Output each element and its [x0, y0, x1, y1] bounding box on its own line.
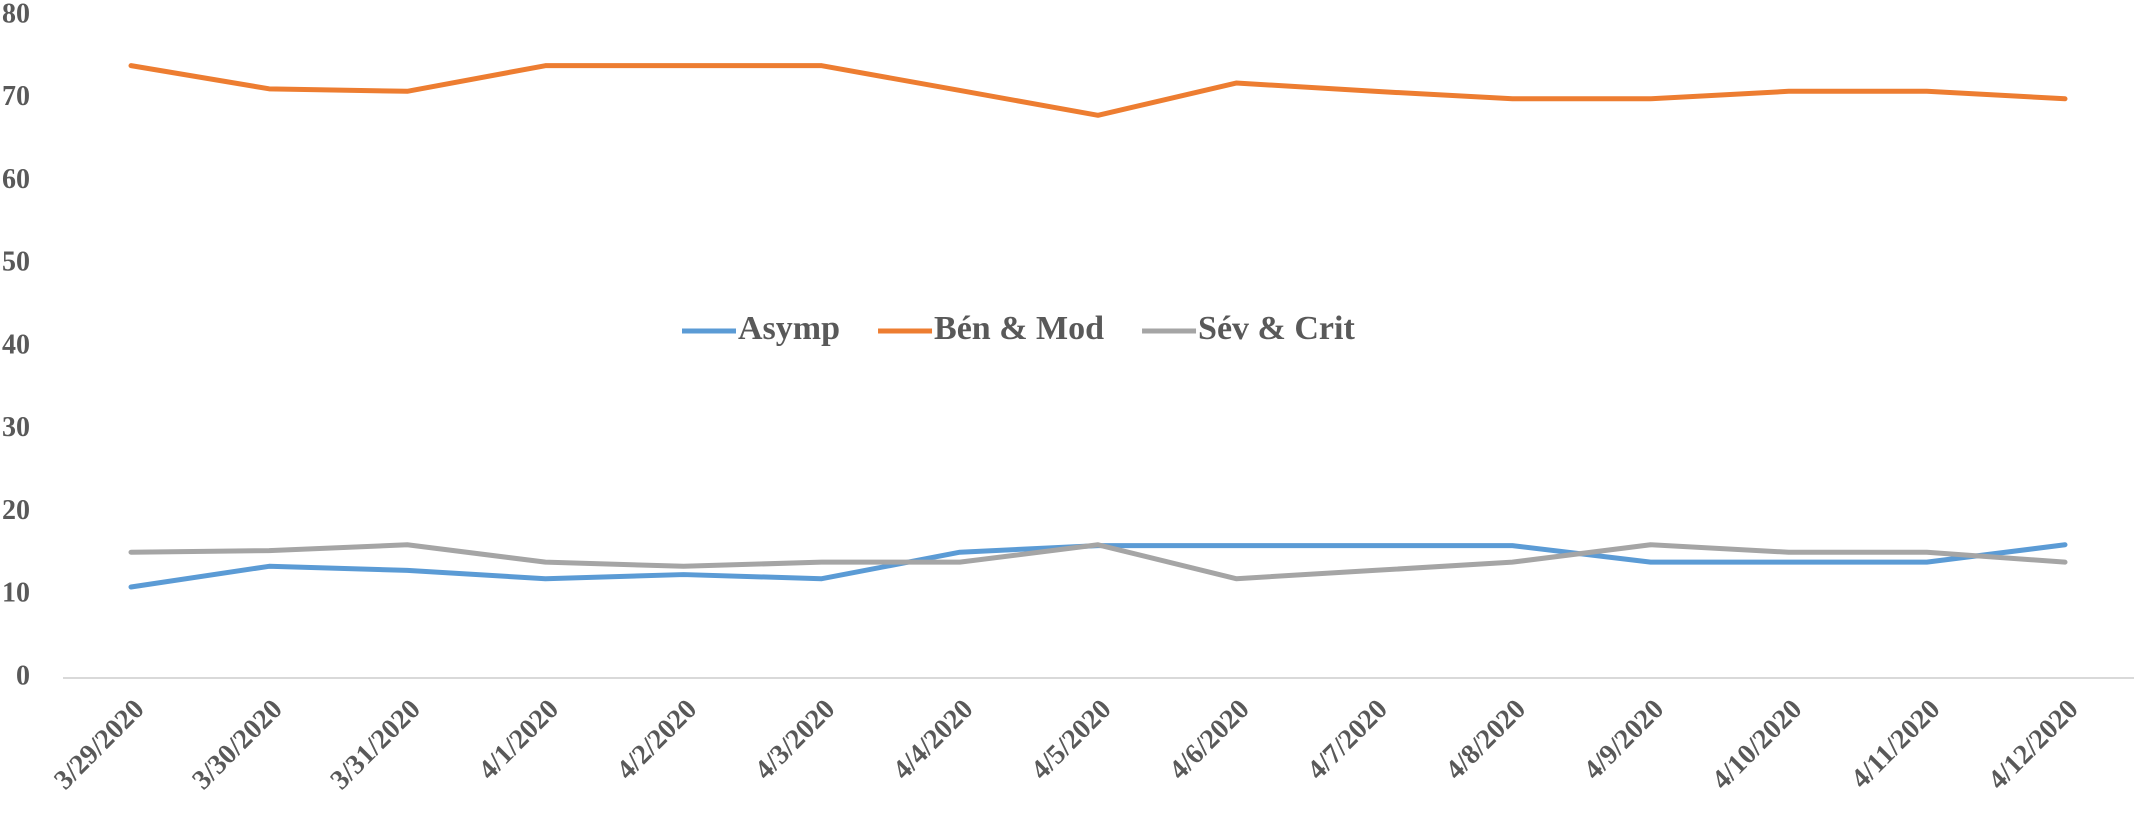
x-tick-label: 4/11/2020 — [1845, 694, 1946, 795]
x-tick-label: 4/9/2020 — [1578, 694, 1670, 786]
x-tick-label: 4/7/2020 — [1301, 694, 1393, 786]
x-tick-label: 4/8/2020 — [1440, 694, 1532, 786]
legend-label: Asymp — [738, 310, 840, 347]
y-tick-label: 50 — [2, 247, 30, 278]
series-line — [128, 542, 2068, 582]
x-tick-label: 4/10/2020 — [1706, 694, 1808, 796]
y-tick-label: 40 — [2, 329, 30, 360]
x-tick-label: 4/6/2020 — [1163, 694, 1255, 786]
y-tick-label: 0 — [16, 660, 30, 691]
x-tick-label: 4/5/2020 — [1025, 694, 1117, 786]
y-tick-label: 80 — [2, 0, 30, 29]
legend-label: Sév & Crit — [1198, 310, 1355, 347]
y-tick-label: 20 — [2, 495, 30, 526]
series-line — [128, 63, 2068, 118]
x-tick-label: 4/2/2020 — [611, 694, 703, 786]
x-tick-label: 4/3/2020 — [749, 694, 841, 786]
x-tick-label: 3/29/2020 — [48, 694, 150, 796]
x-tick-label: 4/1/2020 — [473, 694, 565, 786]
y-tick-label: 10 — [2, 578, 30, 609]
x-tick-label: 4/12/2020 — [1982, 694, 2084, 796]
x-tick-label: 4/4/2020 — [887, 694, 979, 786]
x-tick-label: 3/30/2020 — [186, 694, 288, 796]
y-tick-label: 70 — [2, 81, 30, 112]
x-tick-label: 3/31/2020 — [325, 694, 427, 796]
y-tick-label: 30 — [2, 412, 30, 443]
y-tick-label: 60 — [2, 164, 30, 195]
legend-label: Bén & Mod — [934, 310, 1104, 347]
